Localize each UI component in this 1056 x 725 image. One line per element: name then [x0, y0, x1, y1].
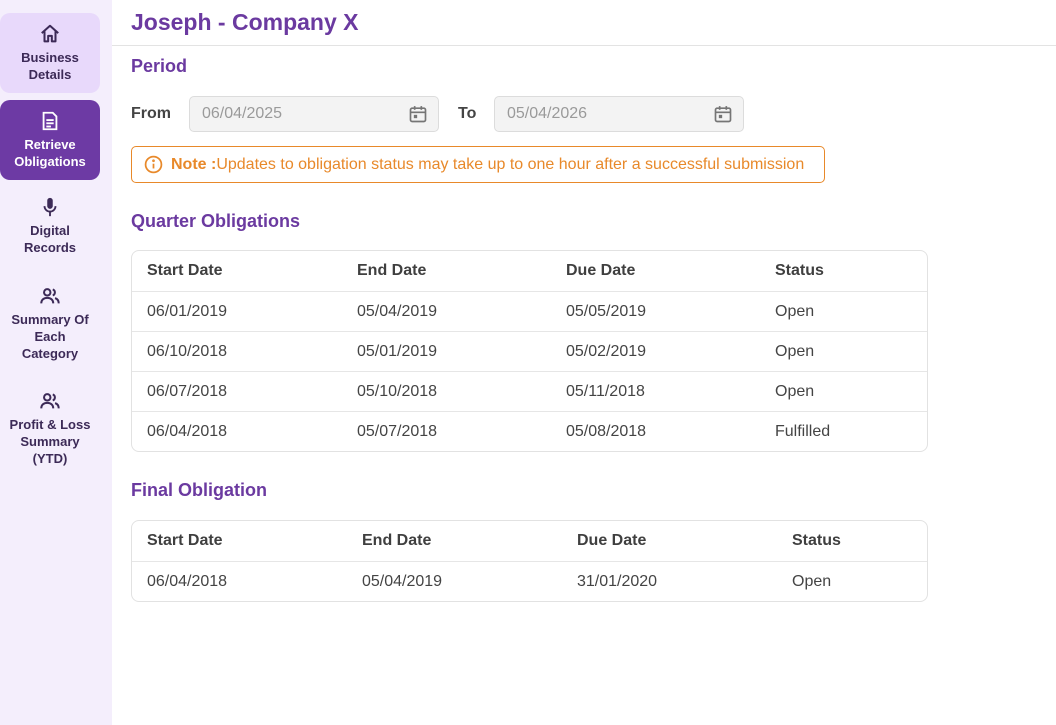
table-row: 06/10/2018 05/01/2019 05/02/2019 Open — [132, 331, 927, 371]
calendar-icon[interactable] — [713, 104, 733, 124]
microphone-icon — [39, 196, 61, 218]
end-date-cell: 05/04/2019 — [357, 303, 438, 320]
start-date-cell: 06/04/2018 — [147, 573, 228, 590]
end-date-cell: 05/07/2018 — [357, 423, 438, 440]
status-note: Note :Updates to obligation status may t… — [131, 146, 825, 183]
start-date-cell: 06/04/2018 — [147, 423, 228, 440]
from-date-value: 06/04/2025 — [202, 105, 283, 122]
due-date-cell: 05/11/2018 — [566, 383, 645, 400]
users-icon — [39, 285, 61, 307]
table-row: 06/04/2018 05/07/2018 05/08/2018 Fulfill… — [132, 411, 927, 451]
sidebar-item-profit-loss-summary[interactable]: Profit & Loss Summary (YTD) — [0, 390, 100, 476]
table-row: 06/07/2018 05/10/2018 05/11/2018 Open — [132, 371, 927, 411]
status-cell: Fulfilled — [775, 423, 831, 440]
from-label: From — [131, 105, 171, 122]
to-label: To — [458, 105, 477, 122]
sidebar-item-label: Summary — [20, 434, 80, 449]
start-date-cell: 06/10/2018 — [147, 343, 228, 360]
sidebar-item-label: Business — [21, 50, 79, 65]
sidebar-item-digital-records[interactable]: Digital Records — [0, 196, 100, 266]
column-header-status: Status — [775, 262, 824, 279]
due-date-cell: 05/02/2019 — [566, 343, 647, 360]
end-date-cell: 05/01/2019 — [357, 343, 438, 360]
from-date-input[interactable]: 06/04/2025 — [189, 96, 439, 132]
column-header-status: Status — [792, 532, 841, 549]
users-icon — [39, 390, 61, 412]
status-cell: Open — [775, 343, 815, 360]
end-date-cell: 05/10/2018 — [357, 383, 438, 400]
column-header-start-date: Start Date — [147, 262, 223, 279]
note-prefix: Note : — [171, 156, 217, 173]
column-header-due-date: Due Date — [577, 532, 647, 549]
start-date-cell: 06/07/2018 — [147, 383, 228, 400]
due-date-cell: 05/08/2018 — [566, 423, 647, 440]
sidebar-item-label: Category — [21, 346, 79, 361]
quarter-obligations-table: Start Date End Date Due Date Status 06/0… — [131, 250, 928, 452]
to-date-input[interactable]: 05/04/2026 — [494, 96, 744, 132]
sidebar-item-label: Each — [34, 329, 66, 344]
sidebar-item-summary-of-each-category[interactable]: Summary Of Each Category — [0, 285, 100, 371]
table-header-row: Start Date End Date Due Date Status — [132, 521, 927, 561]
sidebar-item-label: Records — [23, 240, 77, 255]
sidebar-item-business-details[interactable]: Business Details — [0, 13, 100, 93]
sidebar-item-retrieve-obligations[interactable]: Retrieve Obligations — [0, 100, 100, 180]
sidebar-item-label: Obligations — [14, 154, 86, 169]
note-text: Updates to obligation status may take up… — [216, 156, 805, 173]
due-date-cell: 05/05/2019 — [566, 303, 647, 320]
column-header-due-date: Due Date — [566, 262, 636, 279]
sidebar-item-label: Profit & Loss — [9, 417, 91, 432]
page-title: Joseph - Company X — [131, 9, 359, 35]
sidebar-item-label: Digital — [30, 223, 70, 238]
page-header: Joseph - Company X — [112, 0, 1056, 46]
info-icon — [144, 155, 163, 174]
end-date-cell: 05/04/2019 — [362, 573, 443, 590]
quarter-obligations-title: Quarter Obligations — [131, 211, 301, 231]
table-header-row: Start Date End Date Due Date Status — [132, 251, 927, 291]
document-icon — [39, 110, 61, 132]
status-cell: Open — [775, 383, 815, 400]
column-header-end-date: End Date — [357, 262, 427, 279]
status-cell: Open — [775, 303, 815, 320]
table-row: 06/04/2018 05/04/2019 31/01/2020 Open — [132, 561, 927, 601]
start-date-cell: 06/01/2019 — [147, 303, 228, 320]
status-cell: Open — [792, 573, 832, 590]
to-date-value: 05/04/2026 — [507, 105, 588, 122]
final-obligation-title: Final Obligation — [131, 480, 267, 500]
due-date-cell: 31/01/2020 — [577, 573, 658, 590]
sidebar-item-label: Summary Of — [11, 312, 89, 327]
sidebar-item-label: (YTD) — [32, 451, 68, 466]
calendar-icon[interactable] — [408, 104, 428, 124]
column-header-end-date: End Date — [362, 532, 432, 549]
column-header-start-date: Start Date — [147, 532, 223, 549]
home-icon — [39, 23, 61, 45]
sidebar-item-label: Retrieve — [24, 137, 76, 152]
table-row: 06/01/2019 05/04/2019 05/05/2019 Open — [132, 291, 927, 331]
period-title: Period — [131, 56, 188, 76]
sidebar: Business Details Retrieve Obligations Di… — [0, 0, 112, 725]
sidebar-item-label: Details — [28, 67, 72, 82]
final-obligation-table: Start Date End Date Due Date Status 06/0… — [131, 520, 928, 602]
